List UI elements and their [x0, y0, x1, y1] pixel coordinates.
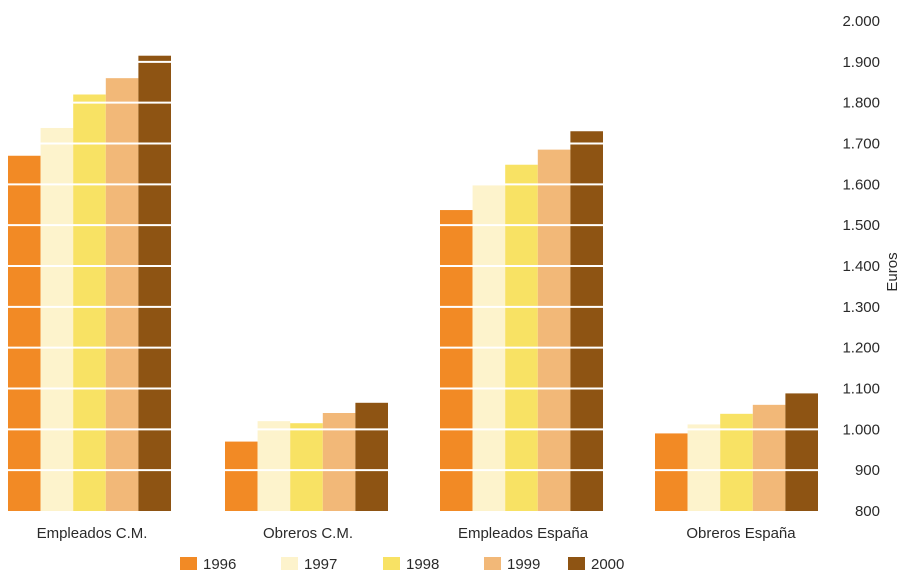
y-axis-label: Euros — [884, 252, 901, 291]
legend-swatch-1999 — [484, 557, 501, 570]
y-tick-label: 1.100 — [842, 381, 880, 398]
bar-2000-1 — [355, 402, 388, 511]
y-tick-label: 2.000 — [842, 13, 880, 30]
y-tick-label: 1.600 — [842, 176, 880, 193]
bar-1998-0 — [73, 94, 106, 511]
y-tick-label: 1.300 — [842, 299, 880, 316]
bar-1996-0 — [8, 155, 41, 511]
y-tick-label: 1.400 — [842, 258, 880, 275]
y-tick-label: 1.500 — [842, 217, 880, 234]
legend-label-2000: 2000 — [591, 556, 624, 573]
bar-1996-3 — [655, 433, 688, 511]
bar-1999-0 — [105, 78, 139, 512]
bar-1998-1 — [290, 423, 323, 511]
legend: 1996 1997 1998 1999 2000 — [180, 556, 624, 573]
y-tick-label: 1.800 — [842, 95, 880, 112]
bar-1998-2 — [505, 164, 538, 511]
category-label: Empleados España — [458, 525, 589, 542]
gridlines-group — [8, 60, 818, 472]
legend-swatch-2000 — [568, 557, 585, 570]
y-tick-label: 1.000 — [842, 421, 880, 438]
legend-label-1996: 1996 — [203, 556, 236, 573]
category-label: Obreros España — [686, 525, 796, 542]
category-label: Obreros C.M. — [263, 525, 353, 542]
y-axis-ticks: 800 900 1.000 1.100 1.200 1.300 1.400 1.500 1.60… — [842, 13, 880, 520]
y-tick-label: 800 — [855, 503, 880, 520]
bar-1999-1 — [322, 413, 356, 511]
legend-label-1999: 1999 — [507, 556, 540, 573]
legend-label-1998: 1998 — [406, 556, 439, 573]
bars-group — [8, 55, 818, 512]
category-label: Empleados C.M. — [37, 525, 148, 542]
bar-2000-3 — [785, 393, 818, 511]
bar-1997-1 — [257, 421, 291, 511]
y-tick-label: 1.900 — [842, 54, 880, 71]
bar-2000-0 — [138, 55, 171, 511]
legend-swatch-1998 — [383, 557, 400, 570]
bar-1996-2 — [440, 210, 473, 511]
legend-swatch-1996 — [180, 557, 197, 570]
bar-2000-2 — [570, 131, 603, 511]
y-tick-label: 1.700 — [842, 136, 880, 153]
bar-1999-3 — [752, 404, 786, 511]
bar-1997-3 — [687, 424, 721, 511]
legend-swatch-1997 — [281, 557, 298, 570]
y-tick-label: 900 — [855, 462, 880, 479]
y-tick-label: 1.200 — [842, 340, 880, 357]
category-labels: Empleados C.M. Obreros C.M. Empleados Espa… — [37, 525, 797, 542]
bar-1997-0 — [40, 127, 74, 511]
bar-1999-2 — [537, 149, 571, 511]
legend-label-1997: 1997 — [304, 556, 337, 573]
bar-1996-1 — [225, 441, 258, 511]
